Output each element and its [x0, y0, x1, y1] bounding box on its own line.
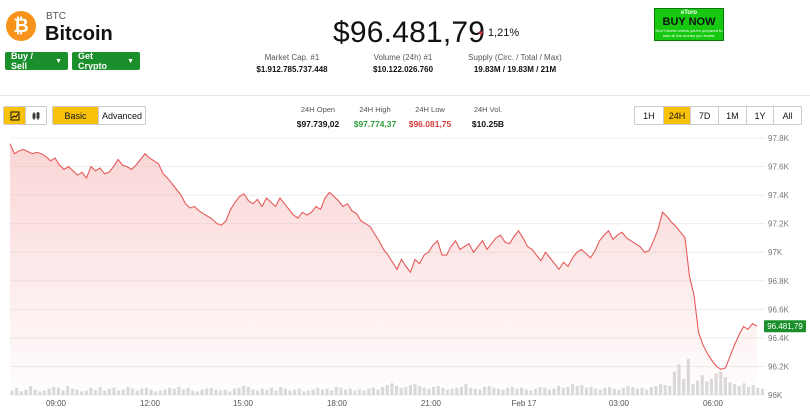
stat-value: $10.25B [471, 119, 505, 129]
range-tabs: 1H 24H 7D 1M 1Y All [634, 106, 802, 125]
mode-tabs: Basic Advanced [52, 106, 146, 125]
y-tick-label: 97.6K [768, 163, 790, 172]
price-chart[interactable]: 97.8K 97.6K 97.4K 97.2K 97K 96.8K 96.6K 96.4K 96… [0, 130, 810, 415]
buy-sell-label: Buy / Sell [11, 51, 34, 71]
price-tag-bg [764, 320, 806, 333]
y-tick-label: 96.8K [768, 277, 790, 286]
day-high-stat: 24H High $97.774,37 [345, 105, 405, 129]
y-tick-label: 97K [768, 248, 783, 257]
tab-1m[interactable]: 1M [718, 107, 746, 124]
etoro-ad-banner[interactable]: eToro BUY NOW Don't invest unless you're… [654, 8, 724, 41]
stat-value: $97.739,02 [296, 119, 340, 129]
ad-brand: eToro [680, 10, 698, 16]
chart-type-toggle [3, 106, 47, 125]
tab-7d[interactable]: 7D [690, 107, 718, 124]
chevron-down-icon: ▼ [55, 57, 62, 65]
stat-value: $1.912.785.737.448 [256, 65, 328, 74]
stat-label: 24H Open [300, 105, 336, 114]
x-tick-label: Feb 17 [512, 399, 537, 408]
volume-bar [756, 387, 760, 395]
tab-1h[interactable]: 1H [643, 110, 655, 121]
tab-1y[interactable]: 1Y [745, 107, 774, 124]
bitcoin-logo-icon: ₿ [6, 11, 36, 41]
current-price-tag: 96.481,79 [764, 320, 806, 333]
ad-disclaimer: Don't invest unless you're prepared to l… [655, 28, 723, 38]
y-tick-label: 97.8K [768, 134, 790, 143]
tab-basic[interactable]: Basic [53, 107, 99, 124]
stat-value: $96.081,75 [408, 119, 452, 129]
price-change-value: 1,21% [487, 27, 520, 39]
tab-all[interactable]: All [773, 107, 801, 124]
stat-label: Supply (Circ. / Total / Max) [468, 53, 562, 62]
x-tick-label: 21:00 [421, 399, 442, 408]
stat-value: $10.122.026.760 [372, 65, 434, 74]
volume-stat: Volume (24h) #1 $10.122.026.760 [360, 53, 446, 74]
stat-value: 19.83M / 19.83M / 21M [473, 65, 557, 74]
supply-stat: Supply (Circ. / Total / Max) 19.83M / 19… [460, 53, 570, 74]
x-tick-label: 09:00 [46, 399, 67, 408]
price-area [10, 143, 757, 395]
coin-symbol: BTC [46, 11, 66, 22]
x-tick-label: 12:00 [140, 399, 161, 408]
stat-value: $97.774,37 [353, 119, 397, 129]
market-cap-stat: Market Cap. #1 $1.912.785.737.448 [246, 53, 338, 74]
stat-label: Market Cap. #1 [264, 53, 320, 62]
header-divider [0, 95, 810, 96]
y-tick-label: 96K [768, 391, 783, 400]
get-crypto-button[interactable]: Get Crypto ▼ [72, 51, 140, 71]
y-axis: 97.8K 97.6K 97.4K 97.2K 97K 96.8K 96.6K 96.4K 96… [768, 134, 790, 400]
down-arrow-icon: ▼ [477, 29, 485, 38]
y-tick-label: 96.2K [768, 362, 790, 371]
price-tag-label: 96.481,79 [767, 322, 803, 331]
current-price: $96.481,79 [333, 16, 486, 49]
tab-24h[interactable]: 24H [662, 107, 691, 124]
y-tick-label: 97.2K [768, 220, 790, 229]
stat-label: 24H High [359, 105, 391, 114]
volume-bar [760, 388, 764, 395]
ad-headline: BUY NOW [662, 16, 716, 28]
candlestick-chart-icon[interactable] [25, 107, 46, 124]
stat-label: 24H Vol. [473, 105, 503, 114]
day-volume-stat: 24H Vol. $10.25B [458, 105, 518, 129]
stat-label: 24H Low [415, 105, 445, 114]
line-chart-icon[interactable] [4, 107, 25, 124]
x-tick-label: 03:00 [609, 399, 630, 408]
y-tick-label: 96.6K [768, 305, 790, 314]
x-tick-label: 15:00 [233, 399, 254, 408]
day-low-stat: 24H Low $96.081,75 [400, 105, 460, 129]
price-line [9, 143, 758, 370]
chevron-down-icon: ▼ [127, 57, 134, 65]
x-tick-label: 18:00 [327, 399, 348, 408]
coin-name: Bitcoin [45, 23, 113, 45]
buy-sell-button[interactable]: Buy / Sell ▼ [5, 51, 68, 71]
y-tick-label: 97.4K [768, 191, 790, 200]
y-tick-label: 96.4K [768, 334, 790, 343]
price-change: ▼ 1,21% [477, 27, 519, 39]
tab-advanced[interactable]: Advanced [98, 107, 145, 124]
stat-label: Volume (24h) #1 [373, 53, 433, 62]
x-axis: 09:00 12:00 15:00 18:00 21:00 Feb 17 03:00 06:0… [46, 399, 724, 408]
get-crypto-label: Get Crypto [78, 51, 107, 71]
x-tick-label: 06:00 [703, 399, 724, 408]
day-open-stat: 24H Open $97.739,02 [288, 105, 348, 129]
